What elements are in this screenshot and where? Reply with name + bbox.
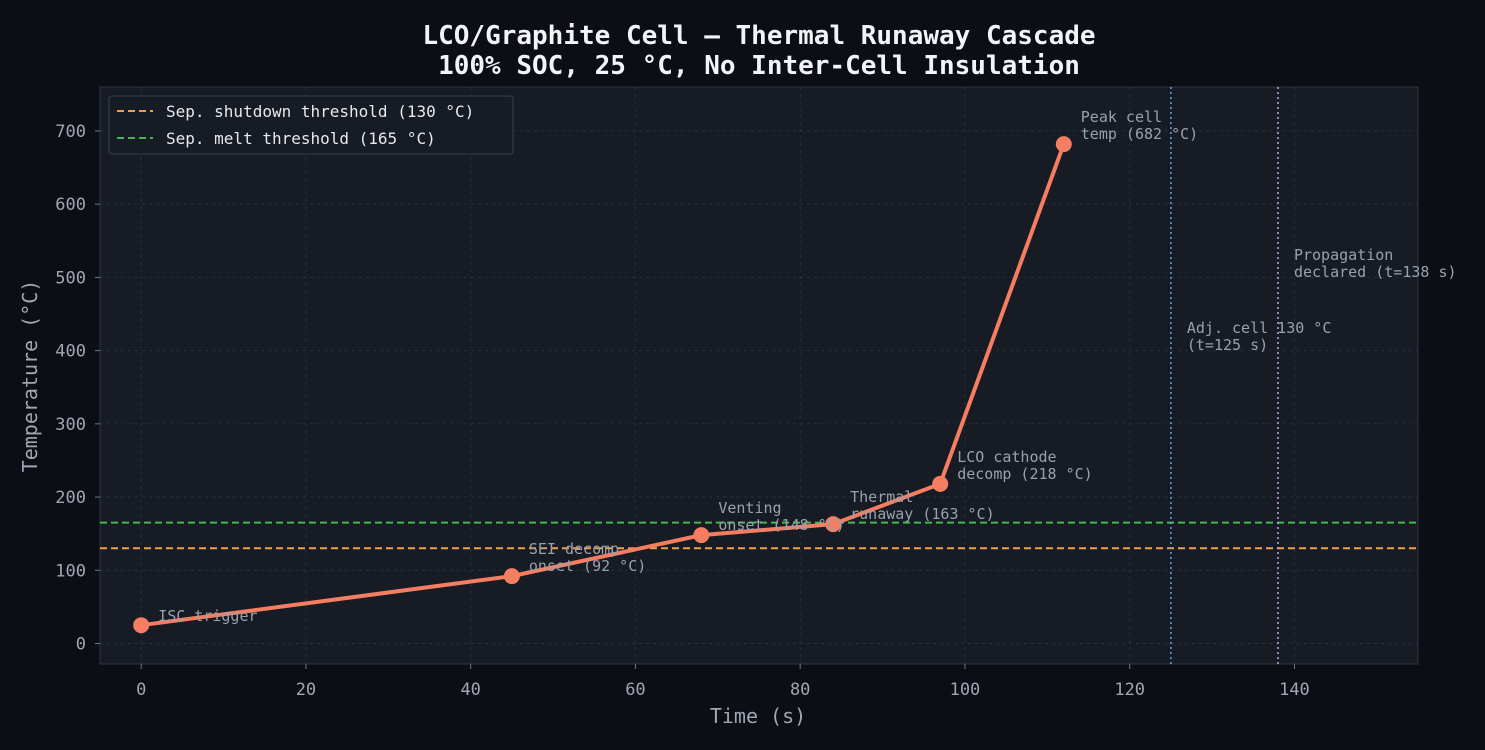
y-tick-label: 200 xyxy=(55,488,86,508)
x-tick-label: 120 xyxy=(1114,680,1145,700)
x-tick-label: 140 xyxy=(1279,680,1310,700)
point-annotation-line: temp (682 °C) xyxy=(1081,125,1198,143)
event-label-1: Propagation declared (t=138 s) xyxy=(1294,246,1457,281)
series-line xyxy=(139,142,1066,628)
data-point xyxy=(932,475,949,492)
chart-title: LCO/Graphite Cell — Thermal Runaway Casc… xyxy=(422,21,1095,51)
event-label-1-line: Propagation xyxy=(1294,246,1393,264)
y-tick-label: 600 xyxy=(55,195,86,215)
point-annotation: Peak cell temp (682 °C) xyxy=(1081,108,1198,143)
legend: Sep. shutdown threshold (130 °C) Sep. mel… xyxy=(108,95,514,155)
x-tick-label: 0 xyxy=(136,680,146,700)
data-point xyxy=(825,516,842,533)
x-tick-label: 100 xyxy=(950,680,981,700)
grid xyxy=(100,87,1418,664)
legend-box xyxy=(108,95,514,155)
event-label-0: Adj. cell 130 °C (t=125 s) xyxy=(1187,319,1332,354)
point-annotation-line: Peak cell xyxy=(1081,108,1162,126)
x-tick-label: 60 xyxy=(625,680,645,700)
point-annotation: Thermal runaway (163 °C) xyxy=(850,488,995,523)
point-annotation: ISC trigger xyxy=(158,607,257,625)
point-annotation-line: onset (148 °C) xyxy=(718,516,844,534)
y-tick-label: 300 xyxy=(55,415,86,435)
data-point xyxy=(133,617,150,634)
x-axis-label: Time (s) xyxy=(710,704,806,728)
event-label-0-line: (t=125 s) xyxy=(1187,336,1268,354)
point-annotation: LCO cathode decomp (218 °C) xyxy=(957,448,1092,483)
point-annotation: SEI decomp onset (92 °C) xyxy=(529,540,646,575)
point-annotation-line: Thermal xyxy=(850,488,913,506)
event-label-1-line: declared (t=138 s) xyxy=(1294,263,1457,281)
point-annotation-line: runaway (163 °C) xyxy=(850,505,995,523)
y-tick-label: 100 xyxy=(55,561,86,581)
point-annotation: Venting onset (148 °C) xyxy=(718,499,844,534)
plot-area xyxy=(100,87,1418,664)
event-label-0-line: Adj. cell 130 °C xyxy=(1187,319,1332,337)
point-annotation-line: LCO cathode xyxy=(957,448,1056,466)
y-axis-label: Temperature (°C) xyxy=(18,280,42,473)
legend-label: Sep. shutdown threshold (130 °C) xyxy=(166,102,474,121)
chart-subtitle: 100% SOC, 25 °C, No Inter-Cell Insulatio… xyxy=(438,51,1080,81)
point-annotation-line: decomp (218 °C) xyxy=(957,465,1092,483)
point-annotation-line: ISC trigger xyxy=(158,607,257,625)
x-tick-label: 40 xyxy=(460,680,480,700)
plot-frame xyxy=(99,86,1419,665)
legend-label: Sep. melt threshold (165 °C) xyxy=(166,129,436,148)
point-annotation-line: SEI decomp xyxy=(529,540,619,558)
y-tick-label: 700 xyxy=(55,122,86,142)
data-point xyxy=(693,527,710,544)
y-tick-label: 500 xyxy=(55,268,86,288)
y-tick-label: 400 xyxy=(55,342,86,362)
x-tick-label: 20 xyxy=(296,680,316,700)
data-point xyxy=(503,568,520,585)
y-tick-label: 0 xyxy=(76,634,86,654)
data-point xyxy=(1055,136,1072,153)
x-tick-label: 80 xyxy=(790,680,810,700)
point-annotation-line: Venting xyxy=(718,499,781,517)
point-annotation-line: onset (92 °C) xyxy=(529,557,646,575)
